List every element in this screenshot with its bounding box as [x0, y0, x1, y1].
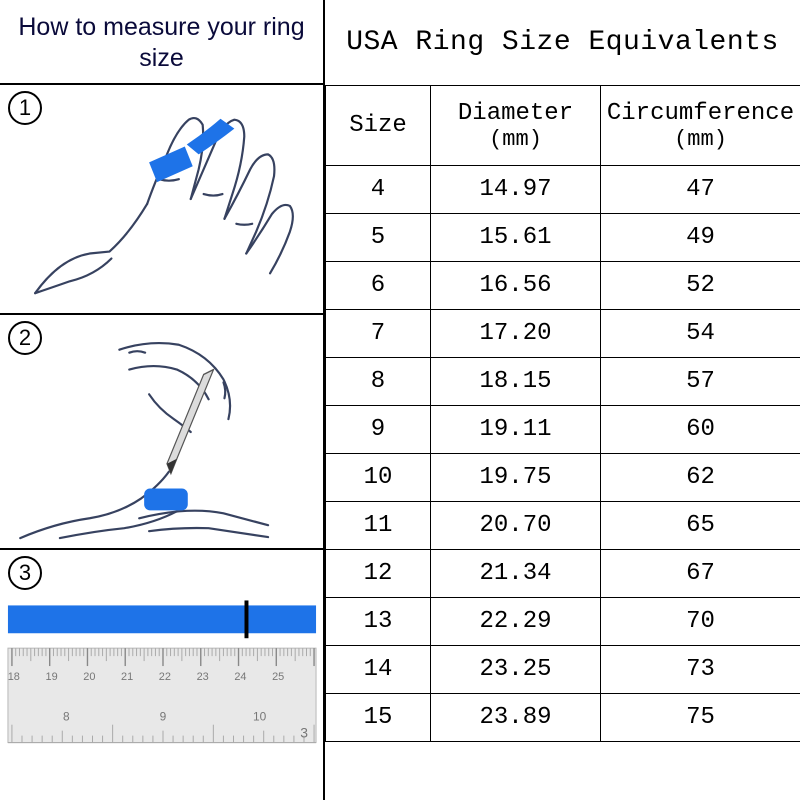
table-cell: 8	[326, 358, 431, 406]
svg-text:25: 25	[272, 671, 284, 683]
table-cell: 18.15	[431, 358, 601, 406]
step-3-illustration: 18 19 20 21 22 23 24 25 8 9 10 3	[0, 550, 323, 797]
table-cell: 12	[326, 550, 431, 598]
table-row: 818.1557	[326, 358, 800, 406]
instructions-title: How to measure your ring size	[0, 0, 323, 85]
table-cell: 62	[601, 454, 800, 502]
table-cell: 15.61	[431, 214, 601, 262]
table-cell: 15	[326, 694, 431, 742]
svg-text:23: 23	[197, 671, 209, 683]
svg-text:24: 24	[234, 671, 246, 683]
table-cell: 17.20	[431, 310, 601, 358]
table-row: 616.5652	[326, 262, 800, 310]
table-cell: 14.97	[431, 166, 601, 214]
svg-text:22: 22	[159, 671, 171, 683]
table-row: 1221.3467	[326, 550, 800, 598]
table-header-row: Size Diameter(mm) Circumference(mm)	[326, 86, 800, 166]
table-cell: 67	[601, 550, 800, 598]
table-cell: 19.11	[431, 406, 601, 454]
table-cell: 7	[326, 310, 431, 358]
table-cell: 47	[601, 166, 800, 214]
table-cell: 75	[601, 694, 800, 742]
table-cell: 57	[601, 358, 800, 406]
table-row: 919.1160	[326, 406, 800, 454]
table-cell: 23.25	[431, 646, 601, 694]
table-cell: 20.70	[431, 502, 601, 550]
table-cell: 10	[326, 454, 431, 502]
table-cell: 13	[326, 598, 431, 646]
table-cell: 65	[601, 502, 800, 550]
table-row: 1120.7065	[326, 502, 800, 550]
step-2-badge: 2	[8, 321, 42, 355]
col-diameter: Diameter(mm)	[431, 86, 601, 166]
table-cell: 73	[601, 646, 800, 694]
table-row: 1423.2573	[326, 646, 800, 694]
svg-text:9: 9	[160, 710, 167, 724]
table-cell: 4	[326, 166, 431, 214]
table-cell: 49	[601, 214, 800, 262]
size-table-panel: USA Ring Size Equivalents Size Diameter(…	[325, 0, 800, 800]
table-row: 1523.8975	[326, 694, 800, 742]
table-cell: 9	[326, 406, 431, 454]
table-cell: 22.29	[431, 598, 601, 646]
measurement-instructions-panel: How to measure your ring size 1	[0, 0, 325, 800]
table-cell: 21.34	[431, 550, 601, 598]
svg-text:18: 18	[8, 671, 20, 683]
table-cell: 23.89	[431, 694, 601, 742]
step-1-badge: 1	[8, 91, 42, 125]
table-cell: 14	[326, 646, 431, 694]
table-cell: 6	[326, 262, 431, 310]
table-title: USA Ring Size Equivalents	[325, 0, 800, 85]
svg-text:19: 19	[46, 671, 58, 683]
svg-text:3: 3	[300, 725, 308, 741]
table-cell: 52	[601, 262, 800, 310]
step-1-wrap-finger: 1	[0, 85, 323, 315]
step-2-mark-overlap: 2	[0, 315, 323, 550]
col-size: Size	[326, 86, 431, 166]
table-row: 1322.2970	[326, 598, 800, 646]
step-1-illustration	[0, 85, 323, 313]
col-circumference: Circumference(mm)	[601, 86, 800, 166]
step-3-badge: 3	[8, 556, 42, 590]
table-cell: 5	[326, 214, 431, 262]
table-cell: 54	[601, 310, 800, 358]
table-cell: 19.75	[431, 454, 601, 502]
table-row: 717.2054	[326, 310, 800, 358]
table-row: 1019.7562	[326, 454, 800, 502]
svg-text:20: 20	[83, 671, 95, 683]
table-row: 515.6149	[326, 214, 800, 262]
ring-size-table: Size Diameter(mm) Circumference(mm) 414.…	[325, 85, 800, 742]
table-cell: 60	[601, 406, 800, 454]
svg-text:8: 8	[63, 710, 70, 724]
table-cell: 70	[601, 598, 800, 646]
step-3-measure-length: 3 18 19 20 21 22 23 24 25 8 9 10 3	[0, 550, 323, 797]
svg-text:10: 10	[253, 710, 267, 724]
svg-text:21: 21	[121, 671, 133, 683]
table-row: 414.9747	[326, 166, 800, 214]
table-cell: 16.56	[431, 262, 601, 310]
table-cell: 11	[326, 502, 431, 550]
step-2-illustration	[0, 315, 323, 548]
